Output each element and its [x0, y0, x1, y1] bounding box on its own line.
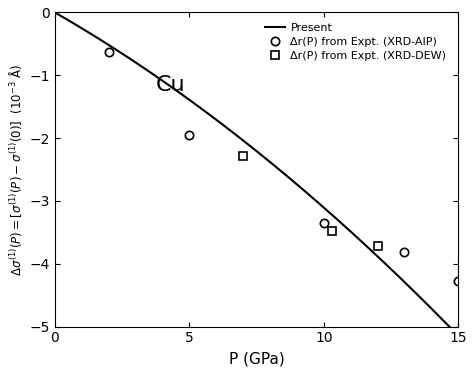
Δr(P) from Expt. (XRD-AIP)	[401, 250, 407, 255]
Present	[299, 186, 305, 191]
Legend: Present, Δr(P) from Expt. (XRD-AIP), Δr(P) from Expt. (XRD-DEW): Present, Δr(P) from Expt. (XRD-AIP), Δr(…	[263, 21, 449, 63]
X-axis label: P (GPa): P (GPa)	[228, 351, 284, 366]
Present	[456, 333, 461, 338]
Δr(P) from Expt. (XRD-DEW)	[240, 153, 246, 158]
Δr(P) from Expt. (XRD-AIP)	[186, 133, 192, 137]
Δr(P) from Expt. (XRD-AIP)	[456, 279, 461, 283]
Line: Present: Present	[55, 12, 458, 336]
Y-axis label: $\Delta\sigma^{(1)}(P) = [\sigma^{(1)}(P) - \sigma^{(1)}(0)]$  $(10^{-3}$ Å$)$: $\Delta\sigma^{(1)}(P) = [\sigma^{(1)}(P…	[7, 63, 24, 276]
Line: Δr(P) from Expt. (XRD-DEW): Δr(P) from Expt. (XRD-DEW)	[239, 151, 382, 250]
Δr(P) from Expt. (XRD-AIP)	[321, 221, 327, 225]
Line: Δr(P) from Expt. (XRD-AIP): Δr(P) from Expt. (XRD-AIP)	[104, 48, 463, 286]
Present	[54, 11, 59, 15]
Δr(P) from Expt. (XRD-DEW)	[329, 229, 335, 233]
Present	[291, 179, 297, 184]
Present	[392, 270, 398, 275]
Text: Cu: Cu	[155, 75, 185, 95]
Present	[292, 181, 298, 185]
Present	[52, 10, 58, 15]
Δr(P) from Expt. (XRD-DEW)	[375, 244, 381, 248]
Δr(P) from Expt. (XRD-AIP)	[106, 50, 111, 54]
Present	[418, 295, 423, 300]
